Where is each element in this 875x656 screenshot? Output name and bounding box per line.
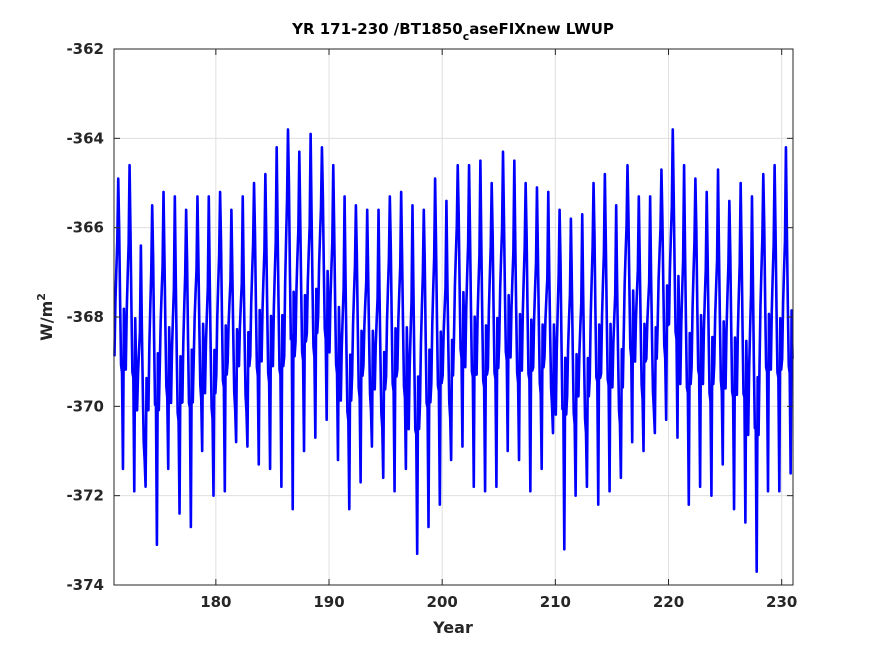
y-axis-label: W/m2	[35, 293, 56, 341]
chart-title: YR 171-230 /BT1850caseFIXnew LWUP	[291, 20, 614, 43]
chart-title-subscript: c	[463, 30, 470, 43]
x-tick-label: 200	[427, 593, 458, 611]
series-line-lwup	[113, 128, 794, 573]
y-tick-label: -368	[66, 308, 104, 326]
y-tick-label: -374	[66, 576, 104, 594]
x-tick-label: 230	[766, 593, 797, 611]
x-tick-label: 220	[653, 593, 684, 611]
y-tick-labels: -374 -372 -370 -368 -366 -364 -362	[66, 40, 104, 594]
y-tick-label: -370	[66, 397, 104, 415]
x-tick-labels: 180 190 200 210 220 230	[200, 593, 797, 611]
tick-marks	[114, 48, 793, 586]
y-tick-label: -372	[66, 487, 104, 505]
y-tick-label: -362	[66, 40, 104, 58]
x-tick-label: 190	[313, 593, 344, 611]
x-tick-label: 210	[540, 593, 571, 611]
y-axis-label-superscript: 2	[35, 293, 48, 301]
y-tick-label: -366	[66, 219, 104, 237]
y-tick-label: -364	[66, 129, 104, 147]
x-axis-label: Year	[432, 618, 473, 637]
series-layer	[113, 128, 794, 573]
x-tick-label: 180	[200, 593, 231, 611]
